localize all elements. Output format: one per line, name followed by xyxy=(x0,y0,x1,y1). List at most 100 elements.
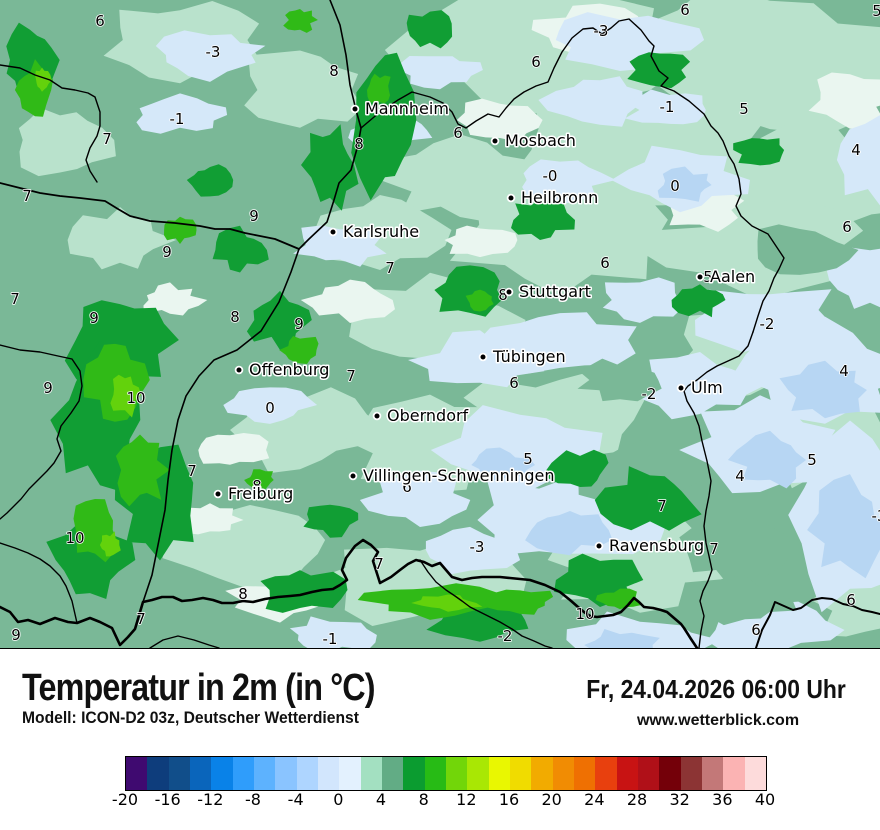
temperature-region xyxy=(293,225,387,267)
city-label: Tübingen xyxy=(492,347,566,366)
border-line xyxy=(683,331,754,648)
colorbar-cell xyxy=(403,757,425,790)
border-line xyxy=(419,559,553,648)
colorbar-cell xyxy=(680,757,702,790)
temperature-region xyxy=(301,124,359,211)
border-line xyxy=(0,182,300,250)
temperature-region xyxy=(223,387,318,424)
colorbar-cell xyxy=(232,757,254,790)
city-label: Mannheim xyxy=(365,99,449,118)
colorbar-cell xyxy=(168,757,190,790)
colorbar-cell xyxy=(339,757,361,790)
city-dot-icon xyxy=(372,411,382,421)
temperature-region xyxy=(546,449,609,487)
city-dot-icon xyxy=(594,541,604,551)
temperature-region xyxy=(679,517,793,588)
temp-value-label: 0 xyxy=(670,177,680,195)
colorbar-cell xyxy=(552,757,574,790)
colorbar-tick-label: 16 xyxy=(498,790,520,809)
city-marker: Villingen-Schwenningen xyxy=(348,465,556,487)
city-marker: Mannheim xyxy=(350,98,450,120)
temp-value-label: 6 xyxy=(600,254,610,272)
city-label: Stuttgart xyxy=(519,282,591,301)
city-marker: Tübingen xyxy=(478,346,567,368)
city-dot-icon xyxy=(350,104,360,114)
temp-value-label: 8 xyxy=(238,585,248,603)
temp-value-label: 7 xyxy=(346,367,356,385)
temp-value-label: 9 xyxy=(294,315,304,333)
colorbar-tick-label: 24 xyxy=(584,790,605,809)
temp-value-label: 10 xyxy=(65,529,84,547)
colorbar-tick-label: 8 xyxy=(418,790,429,809)
temperature-region xyxy=(198,433,270,465)
temp-value-label: 6 xyxy=(751,621,761,639)
city-marker: Aalen xyxy=(695,266,757,288)
temp-value-label: 7 xyxy=(385,259,395,277)
temp-value-label: 7 xyxy=(22,187,32,205)
temp-value-label: 5 xyxy=(739,100,749,118)
temperature-region xyxy=(367,73,391,104)
temperature-region xyxy=(727,430,807,489)
temp-value-label: 6 xyxy=(402,478,412,496)
temp-value-label: 7 xyxy=(136,610,146,628)
city-label: Oberndorf xyxy=(387,406,469,425)
colorbar-cell xyxy=(126,757,148,790)
map-footer: Temperatur in 2m (in °C) Modell: ICON-D2… xyxy=(0,649,880,830)
temperature-region xyxy=(155,30,266,82)
city-marker: Offenburg xyxy=(234,359,331,381)
colorbar-tick-label: -8 xyxy=(245,790,261,809)
city-dot-icon xyxy=(328,227,338,237)
colorbar-cell xyxy=(488,757,510,790)
city-marker: Ravensburg xyxy=(594,535,706,557)
temp-value-label: -0 xyxy=(543,167,558,185)
temperature-region xyxy=(289,616,377,648)
temp-value-label: 9 xyxy=(89,309,99,327)
temperature-region xyxy=(637,200,864,301)
border-line xyxy=(0,542,78,624)
temperature-region xyxy=(525,511,613,556)
temp-value-label: 10 xyxy=(126,389,145,407)
colorbar-cell xyxy=(701,757,724,790)
temp-value-label: 9 xyxy=(11,626,21,644)
website-url: www.wetterblick.com xyxy=(636,712,800,729)
temperature-colorbar xyxy=(125,756,767,791)
temp-value-label: 8 xyxy=(252,477,262,495)
temperature-region xyxy=(465,289,494,312)
temperature-region xyxy=(471,447,535,481)
colorbar-tick-label: 20 xyxy=(541,790,562,809)
city-marker: Ulm xyxy=(676,377,724,399)
temperature-region xyxy=(638,352,766,420)
temperature-region xyxy=(594,466,702,531)
temp-value-label: 7 xyxy=(657,497,667,515)
city-label: Ulm xyxy=(691,378,723,397)
temp-value-label: 5 xyxy=(872,2,880,20)
colorbar-cell xyxy=(317,757,340,790)
city-dot-icon xyxy=(213,489,223,499)
temp-value-label: -3 xyxy=(206,43,221,61)
temperature-region xyxy=(260,570,348,613)
temperature-region xyxy=(115,434,170,507)
temp-value-label: 9 xyxy=(249,207,259,225)
temp-value-label: 6 xyxy=(95,12,105,30)
temp-value-label: 7 xyxy=(102,130,112,148)
city-dot-icon xyxy=(478,352,488,362)
temperature-region xyxy=(836,115,880,206)
temperature-region xyxy=(779,360,867,419)
temperature-region xyxy=(283,9,318,33)
temperature-region xyxy=(522,159,616,205)
colorbar-cell xyxy=(531,757,553,790)
colorbar-tick-labels: -20 -16 -12 -8 -4 0 4 8 12 16 20 24 28 32 36 40 xyxy=(0,790,880,814)
page-title: Temperatur in 2m (in °C) xyxy=(22,667,375,709)
temp-value-label: -3 xyxy=(594,22,609,40)
border-line xyxy=(149,635,220,648)
temp-value-label: 6 xyxy=(509,374,519,392)
temperature-region xyxy=(380,134,546,223)
temperature-region xyxy=(695,575,797,626)
temp-value-label: 6 xyxy=(680,1,690,19)
temp-value-label: 8 xyxy=(498,286,508,304)
temperature-region xyxy=(244,469,274,490)
colorbar-cell xyxy=(467,757,489,790)
colorbar-cell xyxy=(147,757,169,790)
temperature-region xyxy=(577,357,662,402)
